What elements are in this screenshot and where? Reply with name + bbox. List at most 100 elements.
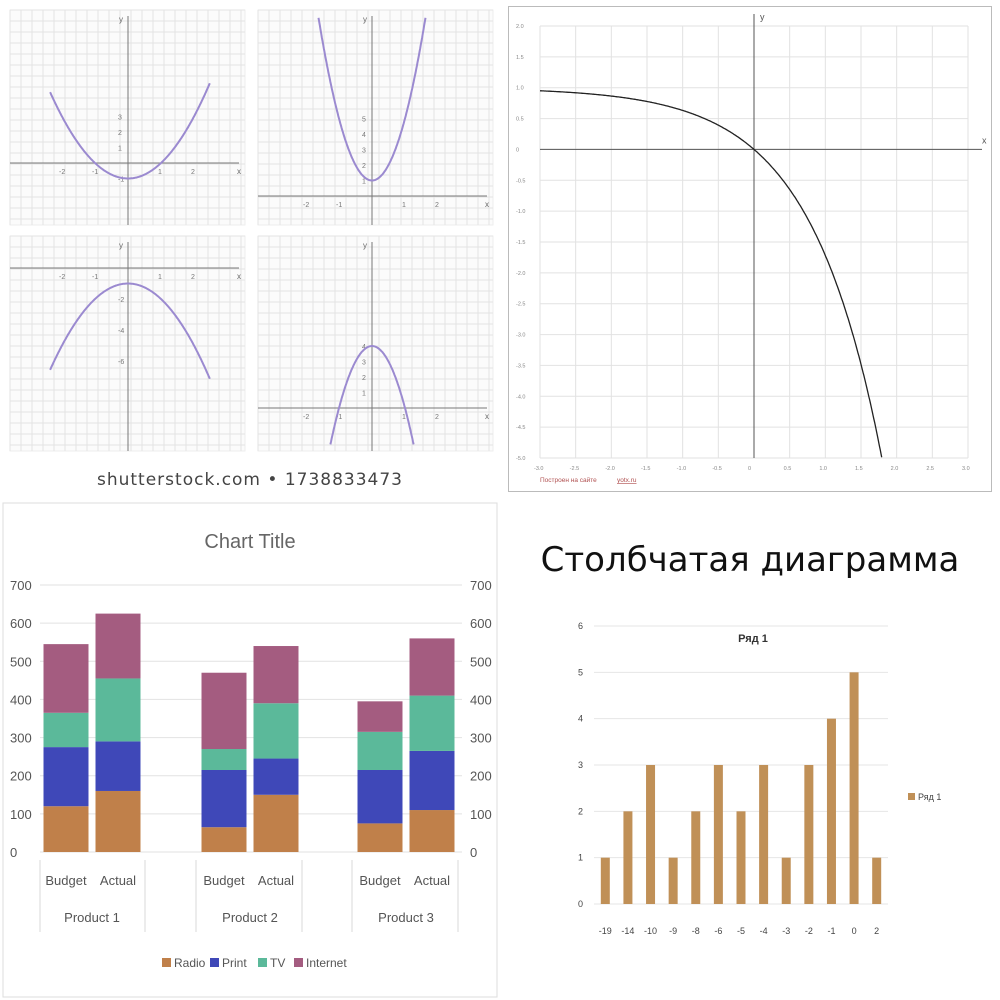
- bar: [804, 765, 814, 904]
- y-tick-label: 0: [516, 147, 519, 153]
- y-tick-label: -2: [118, 297, 124, 304]
- x-tick-label: -2: [805, 926, 813, 936]
- ru-bar-chart: Ряд 1 0 1 2 3 4 5 6 -19 -14 -10 -9 -8 -6 -5 -4 -3 -2 -1 0 2 Р…: [520, 600, 990, 1000]
- x-tick-label: -1: [827, 926, 835, 936]
- bar: [646, 765, 656, 904]
- footer-link: yotx.ru: [617, 477, 637, 484]
- category-label: Actual: [258, 873, 294, 888]
- group-label: Product 2: [222, 910, 278, 925]
- y-tick-label-right: 0: [470, 845, 477, 860]
- x-tick-label: -14: [621, 926, 634, 936]
- x-tick-label: -19: [599, 926, 612, 936]
- y-tick-label: 1.5: [516, 55, 524, 61]
- category-label: Actual: [414, 873, 450, 888]
- x-tick-label: 1: [402, 414, 406, 421]
- y-tick-label: 5: [578, 667, 583, 677]
- exp-chart: x y -3.0 -2.5 -2.0 -1.5 -1.0 -0.5 0 0.5 1.0 1.5 2.0 2…: [508, 6, 992, 492]
- x-tick-label: -1: [336, 414, 342, 421]
- legend-label: TV: [270, 956, 285, 970]
- x-tick-label: -10: [644, 926, 657, 936]
- x-tick-label: 1: [158, 169, 162, 176]
- bar-segment: [95, 678, 141, 742]
- y-tick-label: 4: [362, 132, 366, 139]
- bar: [623, 811, 633, 904]
- x-tick-label: 1.5: [855, 466, 863, 472]
- y-tick-label-right: 200: [470, 769, 492, 784]
- bar-segment: [357, 701, 403, 732]
- bar: [691, 811, 701, 904]
- y-tick-label-left: 300: [10, 731, 32, 746]
- x-axis-label: x: [982, 135, 987, 145]
- chart-title: Ряд 1: [738, 633, 768, 645]
- bar: [872, 857, 882, 904]
- bar-segment: [409, 750, 455, 811]
- bar-segment: [409, 695, 455, 751]
- bar-segment: [253, 794, 299, 852]
- y-tick-label: 2: [118, 130, 122, 137]
- bar-segment: [357, 823, 403, 852]
- y-tick-label: -5.0: [516, 456, 525, 462]
- parabola-curve: [329, 345, 415, 445]
- legend-label: Ряд 1: [918, 792, 941, 802]
- bar-segment: [201, 827, 247, 852]
- parabola-curve: [317, 17, 427, 182]
- x-tick-label: -1.5: [641, 466, 650, 472]
- bar-segment: [43, 806, 89, 852]
- bar-segment: [253, 646, 299, 704]
- bar-segment: [409, 638, 455, 696]
- chart-frame: [508, 6, 992, 492]
- x-tick-label: 0.5: [784, 466, 792, 472]
- y-tick-label: 1: [578, 853, 583, 863]
- category-label: Budget: [45, 873, 87, 888]
- bar-segment: [43, 747, 89, 807]
- x-tick-label: -2: [303, 414, 309, 421]
- x-tick-label: 2: [191, 274, 195, 281]
- stacked-bar-chart: Chart Title 0 0 100 100 200 200 300 300 400 400 500…: [0, 500, 500, 1000]
- chart-title: Chart Title: [204, 531, 295, 553]
- y-tick-label-left: 100: [10, 807, 32, 822]
- ru-chart-heading: Столбчатая диаграмма: [540, 540, 960, 580]
- bar: [849, 672, 859, 904]
- exp-curve: [540, 90, 883, 458]
- parabola-grid: x y -2 -1 1 2 -1 1 2 3 x y -2 -1 1 2 1 2 3 4 5 x y -2 -1 1 2 -2 -4 -6…: [0, 0, 500, 500]
- y-tick-label-left: 400: [10, 692, 32, 707]
- y-tick-label-left: 0: [10, 845, 17, 860]
- y-tick-label: 1.0: [516, 86, 524, 92]
- x-tick-label: 2: [435, 202, 439, 209]
- y-tick-label: -0.5: [516, 178, 525, 184]
- x-tick-label: -1: [92, 274, 98, 281]
- x-tick-label: 0: [748, 466, 751, 472]
- y-axis-label: y: [363, 241, 367, 250]
- y-tick-label: -1.0: [516, 209, 525, 215]
- bar-segment: [409, 810, 455, 852]
- x-tick-label: -0.5: [712, 466, 721, 472]
- x-tick-label: -1.0: [677, 466, 686, 472]
- legend-swatch: [162, 958, 171, 967]
- bar: [759, 765, 769, 904]
- exp-chart-figure: x y -3.0 -2.5 -2.0 -1.5 -1.0 -0.5 0 0.5 1.0 1.5 2.0 2…: [508, 6, 992, 492]
- x-tick-label: 2.0: [891, 466, 899, 472]
- panel-frame: [257, 9, 494, 226]
- category-label: Budget: [359, 873, 401, 888]
- x-tick-label: 2: [874, 926, 879, 936]
- bar-segment: [201, 749, 247, 770]
- group-label: Product 1: [64, 910, 120, 925]
- y-tick-label: 2.0: [516, 24, 524, 30]
- legend-swatch: [210, 958, 219, 967]
- x-tick-label: -1: [336, 202, 342, 209]
- y-tick-label: 1: [118, 146, 122, 153]
- x-tick-label: -3.0: [534, 466, 543, 472]
- bar-segment: [357, 731, 403, 770]
- legend-label: Print: [222, 956, 247, 970]
- y-tick-label-right: 100: [470, 807, 492, 822]
- y-tick-label: 4: [362, 344, 366, 351]
- y-tick-label: 3: [362, 148, 366, 155]
- y-tick-label: 3: [118, 115, 122, 122]
- y-tick-label-left: 700: [10, 578, 32, 593]
- legend-swatch: [258, 958, 267, 967]
- y-tick-label: 3: [362, 360, 366, 367]
- bar: [781, 857, 791, 904]
- y-tick-label: 1: [362, 179, 366, 186]
- x-tick-label: -2: [303, 202, 309, 209]
- y-tick-label: -4: [118, 328, 124, 335]
